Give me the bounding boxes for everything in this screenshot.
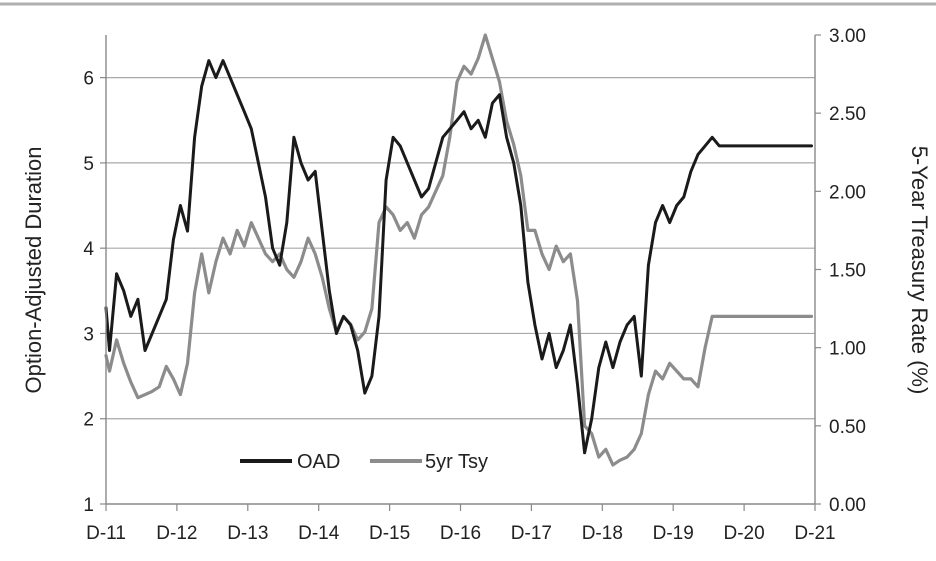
x-tick-label: D-21 [794, 523, 835, 544]
x-tick-label: D-16 [440, 523, 481, 544]
x-tick-label: D-19 [653, 523, 694, 544]
series-line-5yr-tsy [104, 33, 814, 467]
right-tick-labels: 0.00 0.50 1.00 1.50 2.00 2.50 3.00 [829, 26, 866, 516]
x-tick-label: D-13 [227, 523, 268, 544]
left-tick-label: 2 [83, 410, 94, 431]
x-tick-label: D-15 [369, 523, 410, 544]
right-tick-label: 2.00 [829, 182, 866, 203]
axes [100, 34, 821, 511]
left-tick-label: 4 [83, 239, 94, 260]
x-tick-label: D-18 [582, 523, 623, 544]
right-tick-label: 0.00 [829, 495, 866, 516]
legend-label-5yr-tsy: 5yr Tsy [425, 451, 488, 473]
left-tick-label: 5 [83, 154, 94, 175]
left-tick-labels: 1 2 3 4 5 6 [83, 69, 94, 516]
right-tick-label: 1.00 [829, 339, 866, 360]
x-tick-label: D-14 [298, 523, 340, 544]
gridlines [106, 77, 815, 420]
left-tick-label: 1 [83, 495, 94, 516]
right-axis-title: 5-Year Treasury Rate (%) [907, 146, 932, 395]
legend: OAD 5yr Tsy [240, 451, 488, 473]
x-tick-label: D-11 [86, 523, 126, 544]
x-tick-label: D-12 [156, 523, 197, 544]
x-tick-labels: D-11 D-12 D-13 D-14 D-15 D-16 D-17 D-18 D-19 D-20… [86, 523, 835, 544]
right-tick-label: 1.50 [829, 261, 866, 282]
right-tick-label: 3.00 [829, 26, 866, 47]
right-tick-label: 0.50 [829, 417, 866, 438]
x-tick-label: D-17 [511, 523, 552, 544]
right-tick-label: 2.50 [829, 104, 866, 125]
series-line-oad [104, 59, 813, 455]
x-tick-label: D-20 [724, 523, 765, 544]
left-tick-label: 3 [83, 324, 94, 345]
series-layer [104, 33, 814, 467]
left-tick-label: 6 [83, 69, 94, 90]
legend-label-oad: OAD [297, 451, 340, 473]
left-axis-title: Option-Adjusted Duration [21, 146, 46, 393]
